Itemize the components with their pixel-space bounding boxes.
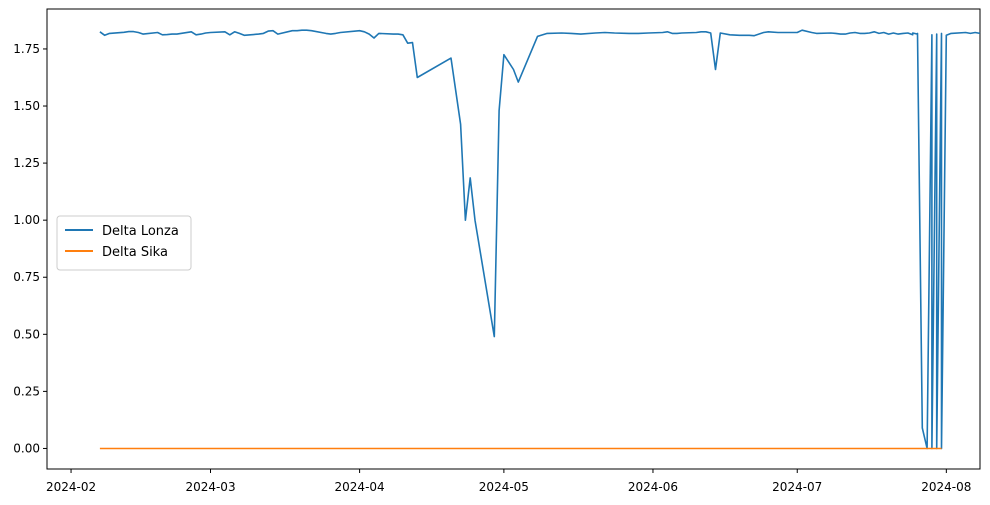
legend: Delta Lonza Delta Sika bbox=[56, 215, 192, 271]
legend-label: Delta Sika bbox=[102, 245, 168, 260]
y-tick-label: 0.50 bbox=[13, 327, 40, 341]
y-tick-label: 1.50 bbox=[13, 99, 40, 113]
y-axis: 0.00 0.25 0.50 0.75 1.00 1.25 1.50 1.75 bbox=[13, 42, 47, 455]
x-axis: 2024-02 2024-03 2024-04 2024-05 2024-06 2024-… bbox=[46, 469, 971, 494]
y-tick-label: 1.25 bbox=[13, 156, 40, 170]
series-line-0 bbox=[99, 29, 981, 450]
x-tick-label: 2024-04 bbox=[335, 480, 385, 494]
x-tick-label: 2024-08 bbox=[921, 480, 971, 494]
y-tick-label: 1.75 bbox=[13, 42, 40, 56]
x-tick-label: 2024-05 bbox=[479, 480, 529, 494]
series-lines bbox=[99, 29, 981, 450]
x-tick-label: 2024-06 bbox=[628, 480, 678, 494]
x-tick-label: 2024-02 bbox=[46, 480, 96, 494]
x-tick-label: 2024-07 bbox=[772, 480, 822, 494]
y-tick-label: 0.00 bbox=[13, 441, 40, 455]
y-tick-label: 0.25 bbox=[13, 384, 40, 398]
plot-area-frame bbox=[46, 8, 981, 470]
x-tick-label: 2024-03 bbox=[185, 480, 235, 494]
legend-label: Delta Lonza bbox=[102, 224, 179, 239]
y-tick-label: 0.75 bbox=[13, 270, 40, 284]
y-tick-label: 1.00 bbox=[13, 213, 40, 227]
